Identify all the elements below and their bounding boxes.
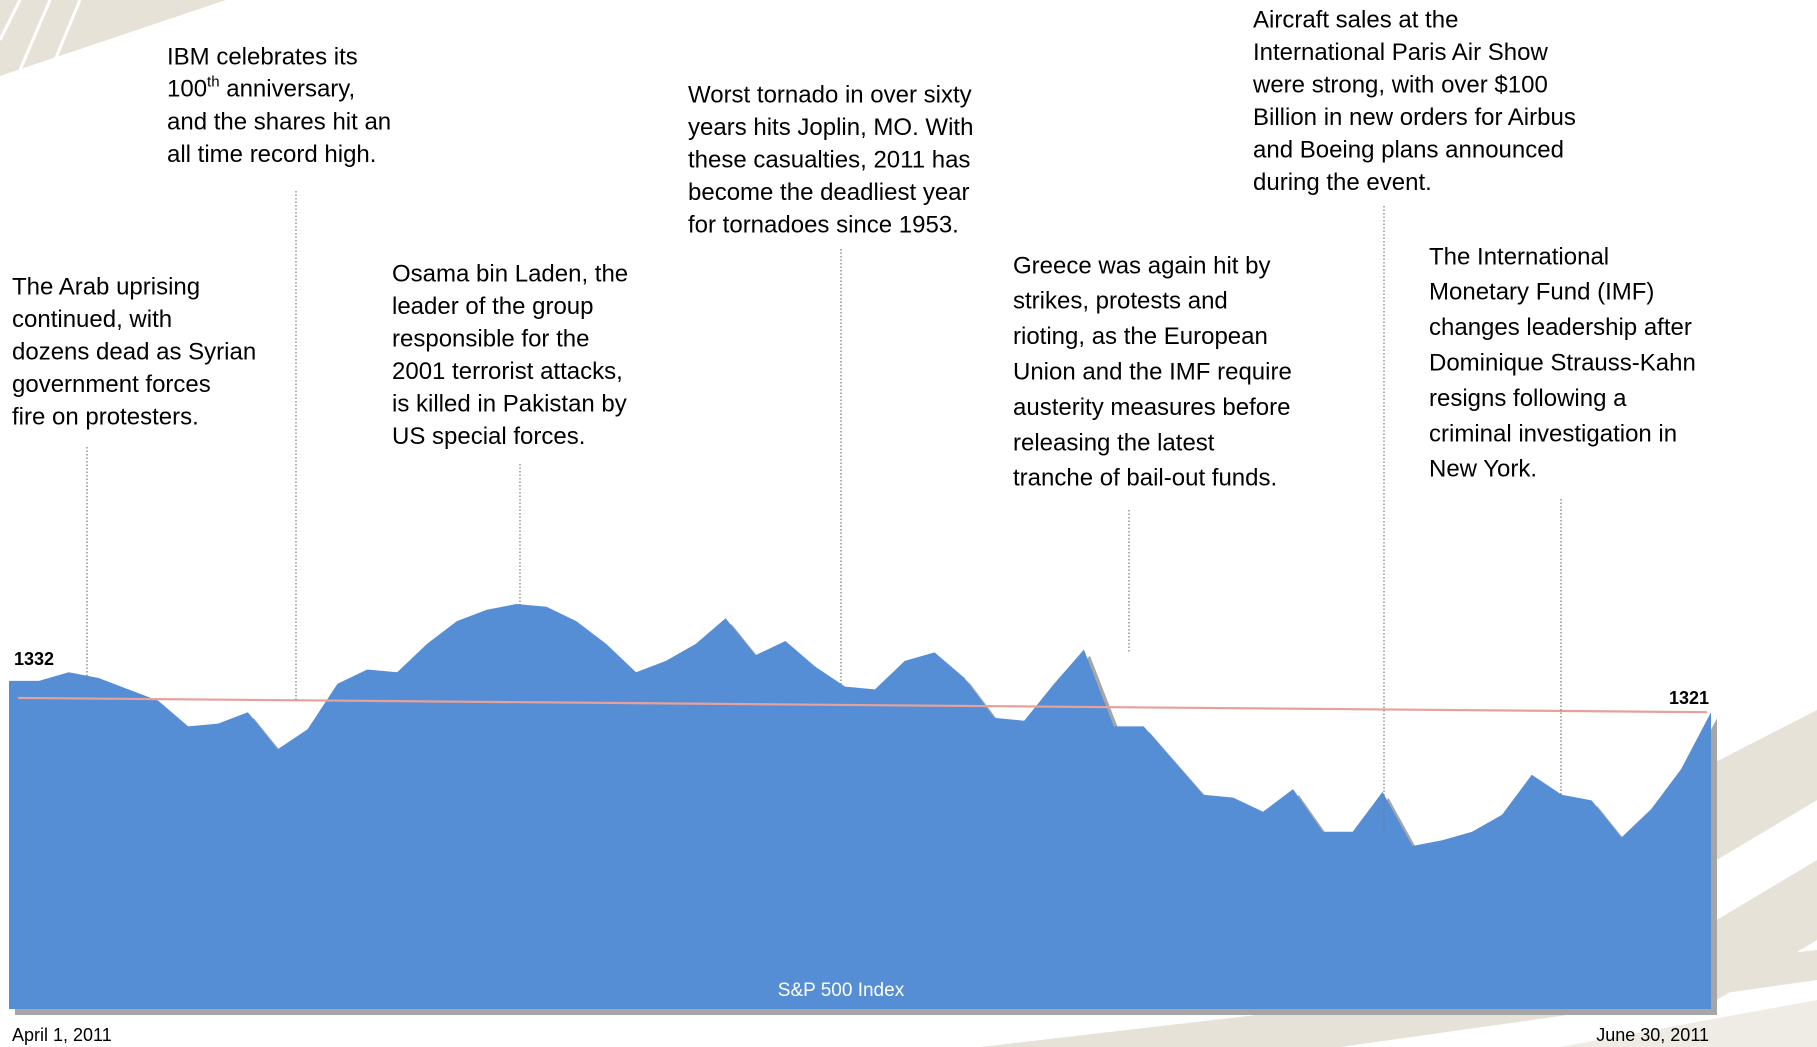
annotation-line: Osama bin Laden, the xyxy=(392,260,628,287)
data-label: 1332 xyxy=(14,649,54,669)
annotation-line: responsible for the xyxy=(392,325,589,352)
annotation-line: The International xyxy=(1429,243,1609,270)
annotation-line: changes leadership after xyxy=(1429,314,1692,341)
annotation-line: continued, with xyxy=(12,306,172,333)
annotation-line: austerity measures before xyxy=(1013,394,1290,421)
annotation-superscript: th xyxy=(207,73,220,90)
annotation-line: resigns following a xyxy=(1429,385,1627,412)
series-label: S&P 500 Index xyxy=(778,980,905,1001)
annotation-text: anniversary, xyxy=(220,76,356,103)
annotation-line: for tornadoes since 1953. xyxy=(688,211,959,238)
area xyxy=(9,604,1711,1009)
annotation-line: and Boeing plans announced xyxy=(1253,136,1564,163)
annotation-line: Billion in new orders for Airbus xyxy=(1253,104,1576,131)
x-tick-label: June 30, 2011 xyxy=(1596,1025,1709,1045)
annotation-line: strikes, protests and xyxy=(1013,288,1228,315)
annotation-line: 2001 terrorist attacks, xyxy=(392,358,623,385)
annotation-line: years hits Joplin, MO. With xyxy=(688,114,973,141)
annotation-line: US special forces. xyxy=(392,423,585,450)
annotation-line: become the deadliest year xyxy=(688,179,970,206)
stripe xyxy=(1560,1000,1817,1047)
annotation-text: 100 xyxy=(167,76,207,103)
stripe-line xyxy=(18,0,52,71)
annotation-line: releasing the latest xyxy=(1013,429,1215,456)
annotation-line: is killed in Pakistan by xyxy=(392,390,627,417)
annotation-line: Union and the IMF require xyxy=(1013,359,1292,386)
data-label: 1321 xyxy=(1669,688,1709,708)
stripe-line xyxy=(53,0,82,61)
annotation-line: leader of the group xyxy=(392,293,593,320)
annotation-line: New York. xyxy=(1429,456,1537,483)
annotation-line: fire on protesters. xyxy=(12,403,199,430)
annotation-line: were strong, with over $100 xyxy=(1252,71,1548,98)
annotation-line: all time record high. xyxy=(167,141,376,168)
annotation-line: during the event. xyxy=(1253,169,1432,196)
annotation-line: government forces xyxy=(12,371,211,398)
trend-line xyxy=(17,696,1708,714)
annotation-line: Dominique Strauss-Kahn xyxy=(1429,350,1696,377)
stripe-line xyxy=(0,0,22,41)
annotation-line: Aircraft sales at the xyxy=(1253,6,1458,33)
annotation-line: and the shares hit an xyxy=(167,108,391,135)
labels: S&P 500 Index April 1, 2011 June 30, 201… xyxy=(12,6,1709,1044)
annotation-line: dozens dead as Syrian xyxy=(12,338,256,365)
annotation-line: these casualties, 2011 has xyxy=(688,146,970,173)
annotation-line: Monetary Fund (IMF) xyxy=(1429,279,1654,306)
annotation-line: tranche of bail-out funds. xyxy=(1013,465,1277,492)
stripe xyxy=(1700,710,1817,870)
annotation-line: Greece was again hit by xyxy=(1013,252,1270,279)
annotation-line: International Paris Air Show xyxy=(1253,39,1548,66)
annotation-line: IBM celebrates its xyxy=(167,43,358,70)
annotation-line: 100th anniversary, xyxy=(167,73,355,102)
plot xyxy=(9,604,1717,1015)
annotation-line: The Arab uprising xyxy=(12,273,200,300)
x-tick-label: April 1, 2011 xyxy=(12,1025,112,1045)
annotation-line: criminal investigation in xyxy=(1429,420,1677,447)
annotation-line: rioting, as the European xyxy=(1013,323,1268,350)
annotation-line: Worst tornado in over sixty xyxy=(688,81,972,108)
